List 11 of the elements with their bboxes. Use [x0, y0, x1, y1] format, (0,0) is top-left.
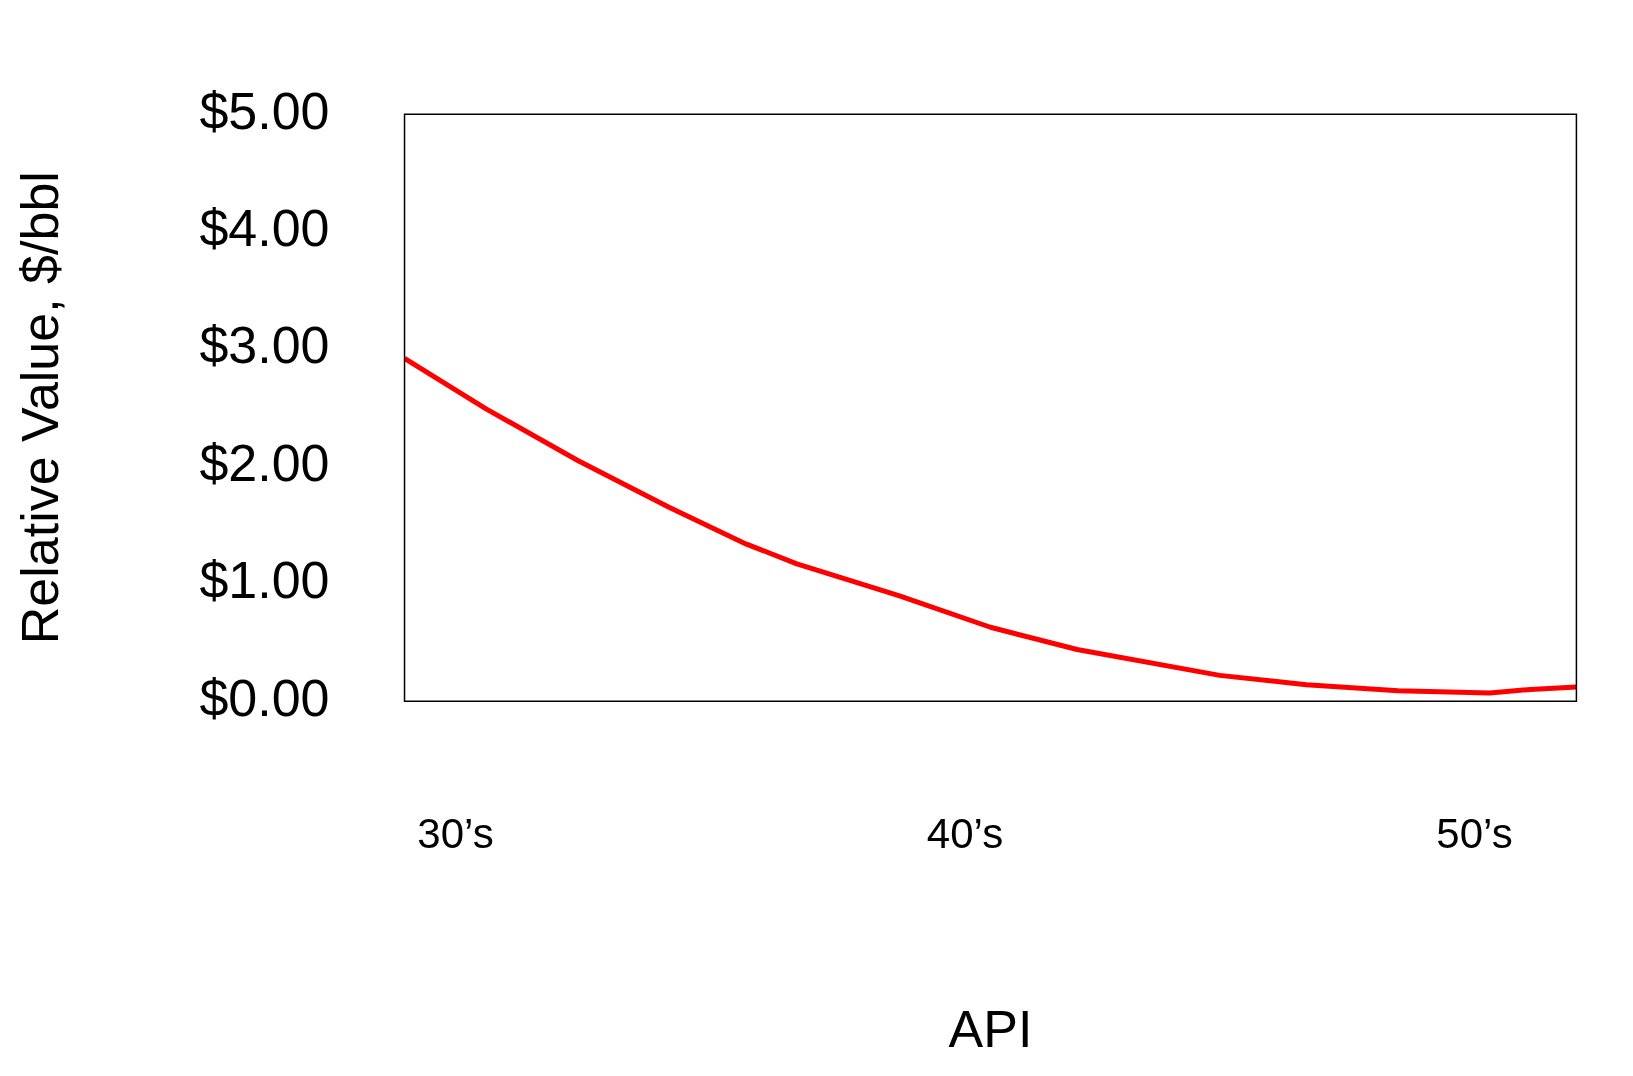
- y-tick-label: $4.00: [199, 198, 330, 257]
- y-tick-label: $3.00: [199, 316, 330, 375]
- y-tick-label: $0.00: [199, 668, 330, 727]
- y-tick-label: $2.00: [199, 433, 330, 492]
- x-axis-title: API: [948, 1000, 1033, 1059]
- y-tick-label: $5.00: [199, 81, 330, 140]
- y-tick-label: $1.00: [199, 551, 330, 610]
- x-tick-label: 40’s: [926, 809, 1004, 857]
- x-tick-label: 50’s: [1436, 809, 1513, 857]
- y-axis-title: Relative Value, $/bbl: [10, 171, 69, 645]
- x-tick-label: 30’s: [417, 809, 494, 857]
